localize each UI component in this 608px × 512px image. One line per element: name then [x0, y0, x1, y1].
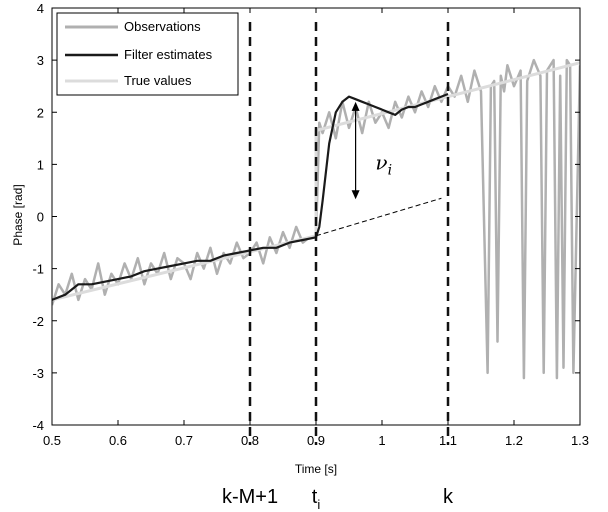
- x-tick-label: 1: [378, 433, 385, 448]
- y-tick-label: -2: [32, 314, 44, 329]
- x-tick-label: 0.6: [109, 433, 127, 448]
- nu-arrow-head-bottom: [351, 190, 360, 200]
- x-tick-label: 0.9: [307, 433, 325, 448]
- y-tick-label: 4: [37, 1, 44, 16]
- x-tick-label: 0.8: [241, 433, 259, 448]
- y-tick-label: 0: [37, 210, 44, 225]
- x-tick-label: 1.3: [571, 433, 589, 448]
- y-axis-title: Phase [rad]: [11, 184, 25, 245]
- x-tick-label: 0.7: [175, 433, 193, 448]
- axes: 0.5 0.6 0.7 0.8 0.9 1 1.1 1.2 1.3 -4 -3 -2 -1 0 1 2 3 4 k-…: [32, 1, 589, 512]
- y-tick-label: -1: [32, 262, 44, 277]
- x-tick-label: 1.2: [505, 433, 523, 448]
- annotation-nu-subscript: i: [388, 163, 392, 179]
- x-axis-title: Time [s]: [295, 462, 337, 476]
- annotation-nu-label: νi: [375, 151, 392, 179]
- vline-label-subscript: i: [317, 497, 320, 512]
- y-tick-label: -4: [32, 418, 44, 433]
- legend-label-filter-estimates: Filter estimates: [124, 47, 213, 62]
- legend-label-true-values: True values: [124, 73, 192, 88]
- x-tick-label: 1.1: [439, 433, 457, 448]
- y-tick-label: -3: [32, 366, 44, 381]
- series-line-true-values: [52, 61, 580, 302]
- y-tick-label: 3: [37, 53, 44, 68]
- extrapolation-line: [315, 197, 442, 237]
- plot-inner: [52, 58, 580, 380]
- vline-label: ti: [312, 486, 321, 512]
- y-tick-label: 1: [37, 157, 44, 172]
- series-line-observations: [52, 58, 580, 380]
- plot-area: νi: [52, 58, 580, 380]
- legend-label-observations: Observations: [124, 19, 201, 34]
- series-line-filter-estimates: [52, 92, 449, 301]
- nu-arrow-head-top: [351, 101, 360, 111]
- y-tick-label: 2: [37, 105, 44, 120]
- vline-label: k-M+1: [222, 486, 278, 508]
- legend: Observations Filter estimates True value…: [56, 12, 239, 96]
- x-tick-label: 0.5: [43, 433, 61, 448]
- vline-label: k: [443, 486, 454, 508]
